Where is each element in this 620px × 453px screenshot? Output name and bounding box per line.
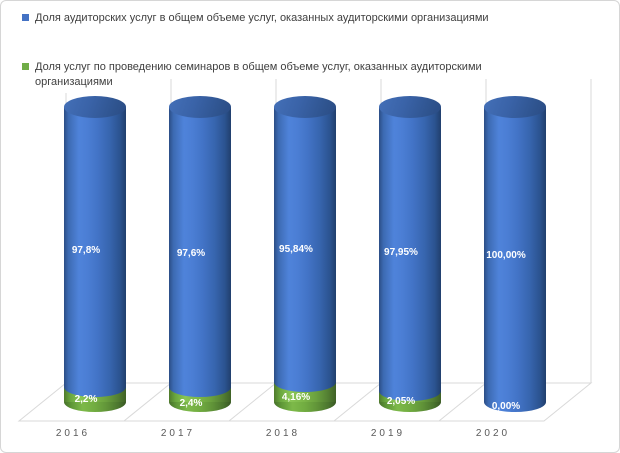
- cylinder-top-2018: [274, 96, 336, 118]
- legend-marker-green-icon: [22, 63, 29, 70]
- legend-item-seminar-services: Доля услуг по проведению семинаров в общ…: [22, 60, 497, 90]
- legend-marker-blue-icon: [22, 14, 29, 21]
- data-label-seminar-2018: 4,16%: [281, 392, 311, 403]
- cylinder-blue-segment-2016: [64, 107, 126, 387]
- data-label-audit-2016: 97,8%: [71, 245, 101, 256]
- cylinder-blue-segment-2017: [169, 107, 231, 387]
- x-axis-label-2020: 2020: [475, 428, 511, 439]
- cylinder-blue-segment-2019: [379, 107, 441, 391]
- legend-item-audit-services: Доля аудиторских услуг в общем объеме ус…: [22, 11, 489, 26]
- x-axis-label-2019: 2019: [370, 428, 406, 439]
- cylinder-2019: [379, 96, 441, 412]
- cylinder-top-2017: [169, 96, 231, 118]
- cylinder-2020: [484, 96, 546, 412]
- data-label-audit-2020: 100,00%: [486, 250, 526, 261]
- cylinder-top-2016: [64, 96, 126, 118]
- cylinder-blue-segment-2018: [274, 107, 336, 382]
- x-axis-label-2018: 2018: [265, 428, 301, 439]
- x-axis-label-2016: 2016: [55, 428, 91, 439]
- cylinder-top-2020: [484, 96, 546, 118]
- data-label-seminar-2020: 0,00%: [491, 401, 521, 412]
- cylinder-2018: [274, 96, 336, 412]
- cylinder-blue-segment-2020: [484, 107, 546, 402]
- data-label-audit-2017: 97,6%: [176, 248, 206, 259]
- data-label-seminar-2017: 2,4%: [179, 398, 203, 409]
- legend-label-audit-services: Доля аудиторских услуг в общем объеме ус…: [35, 12, 489, 24]
- data-label-audit-2018: 95,84%: [279, 244, 313, 255]
- data-label-audit-2019: 97,95%: [384, 247, 418, 258]
- x-axis-label-2017: 2017: [160, 428, 196, 439]
- cylinder-top-2019: [379, 96, 441, 118]
- cylinder-2016: [64, 96, 126, 412]
- data-label-seminar-2016: 2,2%: [74, 394, 98, 405]
- cylinder-2017: [169, 96, 231, 412]
- legend-label-seminar-services: Доля услуг по проведению семинаров в общ…: [35, 61, 482, 89]
- data-label-seminar-2019: 2,05%: [386, 396, 416, 407]
